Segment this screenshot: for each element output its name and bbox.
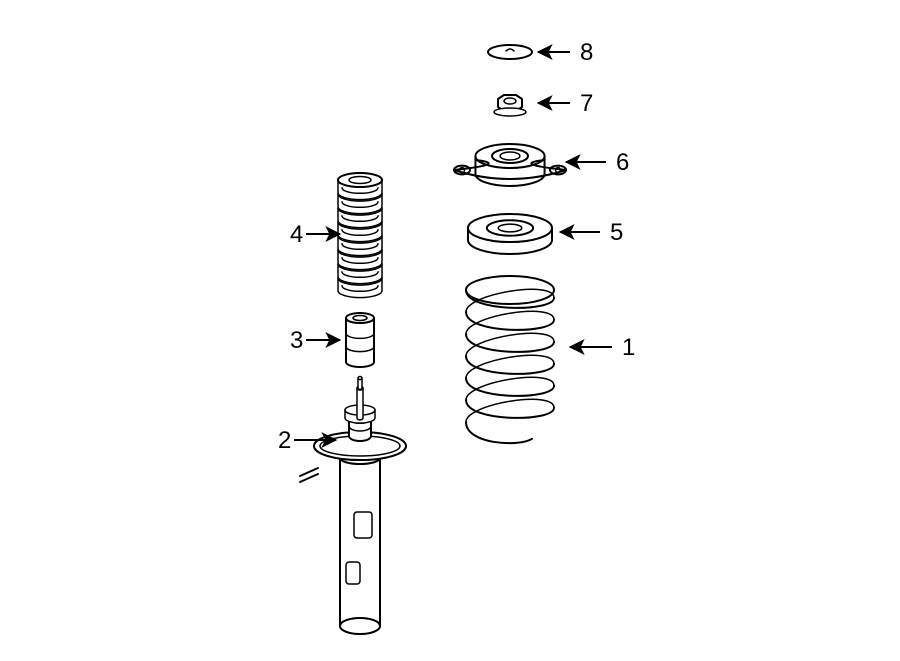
callout-number-strut: 2: [278, 427, 291, 454]
callout-number-bearing: 5: [610, 219, 623, 246]
callout-number-cap: 8: [580, 39, 593, 66]
callout-number-dust-boot: 4: [290, 221, 303, 248]
exploded-diagram: 1 2 3 4 5 6 7 8: [0, 0, 900, 661]
callout-number-coil-spring: 1: [622, 334, 635, 361]
callout-number-nut: 7: [580, 90, 593, 117]
callout-number-bump-stop: 3: [290, 327, 303, 354]
callout-number-upper-mount: 6: [616, 149, 629, 176]
